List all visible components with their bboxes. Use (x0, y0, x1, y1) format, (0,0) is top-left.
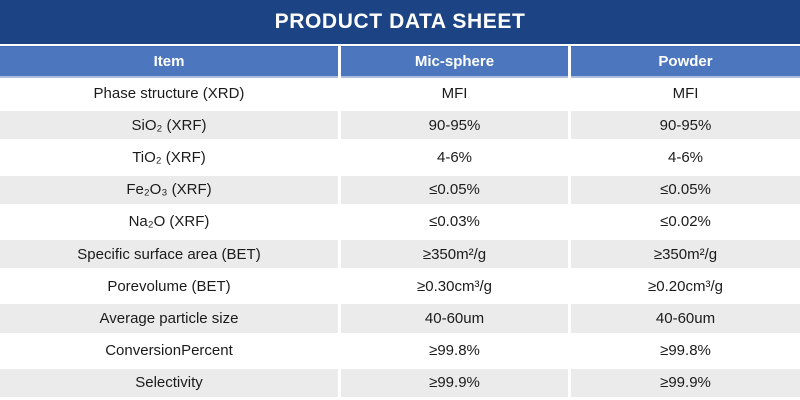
table-row: SiO₂ (XRF) 90-95% 90-95% (0, 110, 800, 143)
value-cell: 4-6% (571, 142, 800, 175)
item-cell: Porevolume (BET) (0, 271, 338, 304)
value-cell: ≥99.9% (571, 367, 800, 400)
item-cell: Phase structure (XRD) (0, 78, 338, 111)
value-cell: ≥0.30cm³/g (341, 271, 568, 304)
value-cell: 40-60um (571, 303, 800, 336)
table-row: Selectivity ≥99.9% ≥99.9% (0, 367, 800, 400)
value-cell: MFI (341, 78, 568, 111)
table-header-row: Item Mic-sphere Powder (0, 46, 800, 78)
value-cell: MFI (571, 78, 800, 111)
value-cell: ≥99.8% (341, 335, 568, 368)
item-cell: Fe₂O₃ (XRF) (0, 174, 338, 207)
table-row: Porevolume (BET) ≥0.30cm³/g ≥0.20cm³/g (0, 271, 800, 304)
value-cell: ≥99.8% (571, 335, 800, 368)
table-body: Phase structure (XRD) MFI MFI SiO₂ (XRF)… (0, 78, 800, 400)
value-cell: ≤0.03% (341, 206, 568, 239)
column-header-item: Item (0, 46, 338, 78)
table-row: Na₂O (XRF) ≤0.03% ≤0.02% (0, 206, 800, 239)
value-cell: ≤0.05% (341, 174, 568, 207)
value-cell: ≥350m²/g (341, 238, 568, 272)
table-row: Average particle size 40-60um 40-60um (0, 303, 800, 336)
column-header-mic-sphere: Mic-sphere (341, 46, 568, 78)
item-cell: Specific surface area (BET) (0, 238, 338, 272)
table-row: ConversionPercent ≥99.8% ≥99.8% (0, 335, 800, 368)
value-cell: ≥99.9% (341, 367, 568, 400)
value-cell: 90-95% (571, 110, 800, 143)
column-header-powder: Powder (571, 46, 800, 78)
item-cell: TiO₂ (XRF) (0, 142, 338, 175)
item-cell: SiO₂ (XRF) (0, 110, 338, 143)
item-cell: ConversionPercent (0, 335, 338, 368)
item-cell: Na₂O (XRF) (0, 206, 338, 239)
value-cell: ≤0.02% (571, 206, 800, 239)
table-row: Fe₂O₃ (XRF) ≤0.05% ≤0.05% (0, 174, 800, 207)
page-title: PRODUCT DATA SHEET (274, 10, 526, 33)
item-cell: Selectivity (0, 367, 338, 400)
table-row: Specific surface area (BET) ≥350m²/g ≥35… (0, 238, 800, 272)
item-cell: Average particle size (0, 303, 338, 336)
value-cell: 4-6% (341, 142, 568, 175)
value-cell: ≥0.20cm³/g (571, 271, 800, 304)
title-bar: PRODUCT DATA SHEET (0, 0, 800, 44)
table-row: TiO₂ (XRF) 4-6% 4-6% (0, 142, 800, 175)
divider (0, 44, 800, 46)
table-row: Phase structure (XRD) MFI MFI (0, 78, 800, 111)
value-cell: 40-60um (341, 303, 568, 336)
value-cell: ≤0.05% (571, 174, 800, 207)
value-cell: 90-95% (341, 110, 568, 143)
value-cell: ≥350m²/g (571, 238, 800, 272)
